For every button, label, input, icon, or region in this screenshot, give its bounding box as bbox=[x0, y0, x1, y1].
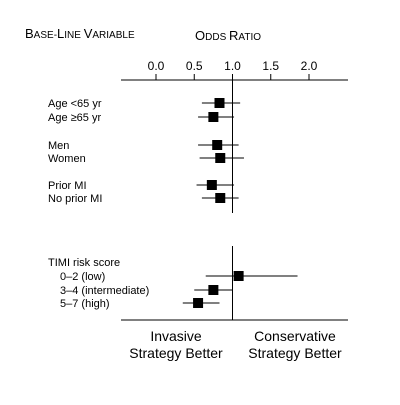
footer-left-line2: Strategy Better bbox=[129, 345, 223, 361]
footer-right-line1: Conservative bbox=[254, 328, 336, 344]
x-tick-label: 2.0 bbox=[301, 59, 318, 73]
odds-ratio-marker bbox=[215, 153, 226, 163]
footer-left-line1: Invasive bbox=[150, 328, 202, 344]
row-label: No prior MI bbox=[48, 193, 102, 205]
row-label: Women bbox=[48, 153, 86, 165]
row-label: Age ≥65 yr bbox=[48, 112, 101, 124]
footer-right-line2: Strategy Better bbox=[248, 345, 342, 361]
odds-ratio-marker bbox=[206, 180, 217, 190]
x-tick-label: 0.5 bbox=[186, 59, 203, 73]
row-label: Men bbox=[48, 140, 69, 152]
odds-ratio-marker bbox=[208, 285, 219, 295]
odds-ratio-column-title: ODDS RATIO bbox=[195, 28, 261, 43]
odds-ratio-marker bbox=[215, 193, 226, 203]
odds-ratio-marker bbox=[212, 140, 223, 150]
odds-ratio-marker bbox=[208, 112, 219, 122]
odds-ratio-marker bbox=[193, 298, 204, 308]
x-axis: 0.0 0.5 1.0 1.5 2.0 bbox=[121, 59, 348, 81]
variable-column-title: BASE-LINE VARIABLE bbox=[25, 26, 135, 41]
odds-ratio-marker bbox=[214, 98, 225, 108]
x-tick-label: 1.5 bbox=[262, 59, 279, 73]
x-tick-label: 0.0 bbox=[148, 59, 165, 73]
row-label: Age <65 yr bbox=[48, 98, 102, 110]
group-label: TIMI risk score bbox=[48, 257, 120, 269]
x-tick-label: 1.0 bbox=[224, 59, 241, 73]
odds-ratio-marker bbox=[233, 271, 244, 281]
row-label: 0–2 (low) bbox=[60, 271, 105, 283]
row-label: 5–7 (high) bbox=[60, 298, 110, 310]
row-label: Prior MI bbox=[48, 180, 87, 192]
row-label: 3–4 (intermediate) bbox=[60, 285, 149, 297]
